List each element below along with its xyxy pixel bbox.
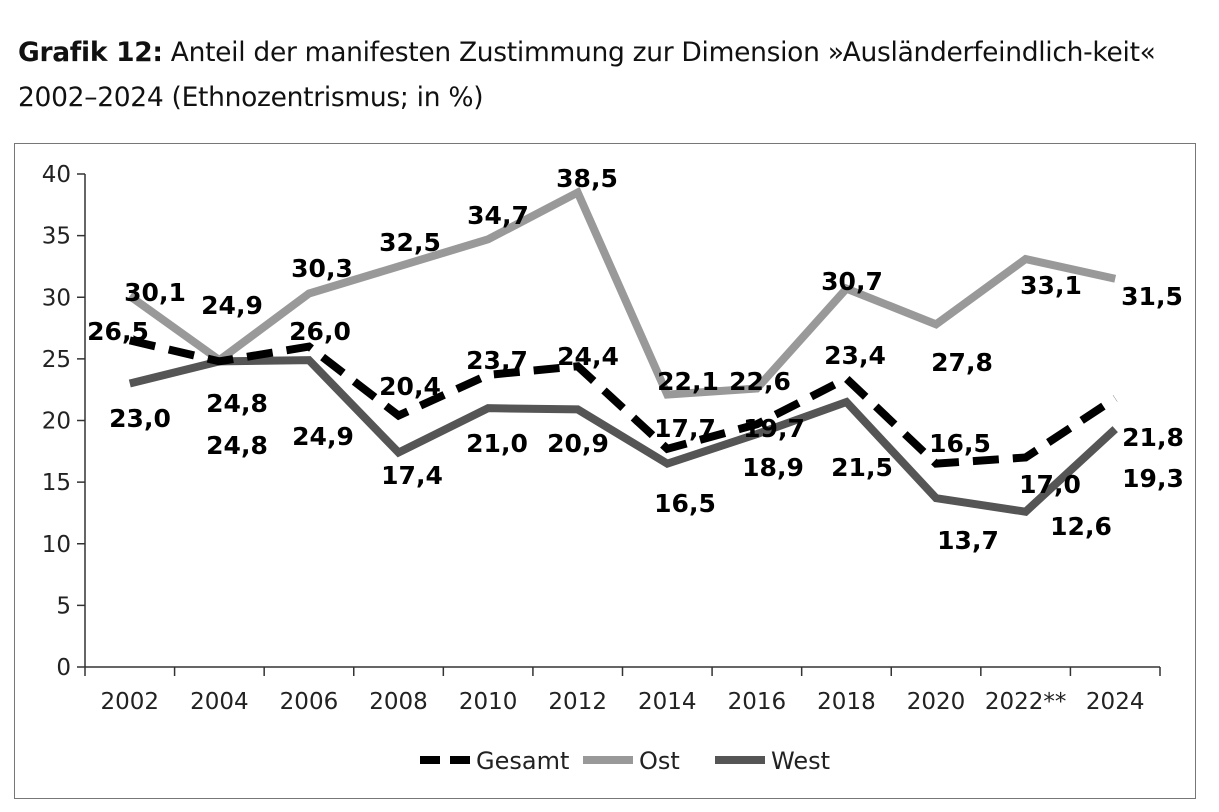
y-tick-label: 15 (42, 470, 71, 496)
data-label-west: 21,0 (466, 429, 528, 458)
x-tick-label: 2012 (548, 689, 607, 715)
y-tick-label: 40 (42, 162, 71, 188)
series-line-ost (127, 186, 1117, 399)
legend-label-gesamt: Gesamt (476, 747, 569, 775)
x-tick-label: 2010 (459, 689, 518, 715)
y-tick-label: 10 (42, 532, 71, 558)
data-label-gesamt: 20,4 (379, 372, 441, 401)
data-label-gesamt: 23,4 (824, 341, 886, 370)
data-label-west: 24,9 (292, 422, 354, 451)
data-label-gesamt: 26,5 (87, 317, 149, 346)
series-line-gesamt (128, 336, 1118, 468)
data-label-ost: 30,7 (821, 267, 883, 296)
data-label-west: 13,7 (937, 526, 999, 555)
data-label-gesamt: 19,7 (743, 414, 805, 443)
data-label-gesamt: 26,0 (289, 317, 351, 346)
data-label-west: 18,9 (742, 453, 804, 482)
data-label-gesamt: 24,4 (557, 342, 619, 371)
data-label-gesamt: 16,5 (929, 429, 991, 458)
data-label-ost: 34,7 (467, 201, 529, 230)
data-label-gesamt: 24,8 (206, 389, 268, 418)
data-label-ost: 38,5 (556, 164, 618, 193)
data-label-west: 19,3 (1122, 464, 1184, 493)
data-label-west: 23,0 (109, 404, 171, 433)
data-label-ost: 22,6 (729, 367, 791, 396)
chart-title: Grafik 12: Anteil der manifesten Zustimm… (18, 30, 1208, 120)
x-tick-label: 2016 (728, 689, 787, 715)
chart-frame (14, 143, 1196, 799)
legend-label-west: West (771, 747, 830, 775)
data-label-gesamt: 23,7 (466, 346, 528, 375)
data-label-gesamt: 17,0 (1019, 470, 1081, 499)
data-label-gesamt: 21,8 (1122, 423, 1184, 452)
y-tick-label: 20 (42, 409, 71, 435)
x-tick-label: 2002 (101, 689, 160, 715)
data-label-ost: 31,5 (1121, 282, 1183, 311)
title-prefix: Grafik 12: (18, 37, 163, 68)
data-label-west: 21,5 (831, 453, 893, 482)
x-tick-label: 2008 (369, 689, 428, 715)
y-tick-label: 5 (56, 593, 71, 619)
data-label-west: 20,9 (547, 429, 609, 458)
x-tick-label: 2024 (1086, 689, 1145, 715)
x-tick-label: 2004 (190, 689, 249, 715)
data-label-ost: 27,8 (931, 348, 993, 377)
y-tick-label: 25 (42, 347, 71, 373)
data-label-ost: 33,1 (1020, 271, 1082, 300)
title-text: Anteil der manifesten Zustimmung zur Dim… (18, 37, 1156, 113)
data-label-ost: 32,5 (379, 228, 441, 257)
legend-label-ost: Ost (639, 747, 680, 775)
x-tick-label: 2018 (817, 689, 876, 715)
data-label-west: 17,4 (381, 461, 443, 490)
x-tick-label: 2006 (280, 689, 339, 715)
series-line-west (128, 356, 1118, 516)
data-label-gesamt: 17,7 (654, 414, 716, 443)
x-tick-label: 2020 (907, 689, 966, 715)
y-tick-label: 30 (42, 285, 71, 311)
data-label-ost: 22,1 (657, 367, 719, 396)
y-tick-label: 0 (56, 655, 71, 681)
data-label-west: 16,5 (654, 489, 716, 518)
x-tick-label: 2022** (985, 689, 1067, 715)
data-label-ost: 24,9 (201, 291, 263, 320)
data-label-west: 24,8 (206, 431, 268, 460)
data-label-ost: 30,3 (291, 254, 353, 283)
data-label-west: 12,6 (1050, 512, 1112, 541)
data-label-ost: 30,1 (124, 278, 186, 307)
y-tick-label: 35 (42, 224, 71, 250)
x-tick-label: 2014 (638, 689, 697, 715)
